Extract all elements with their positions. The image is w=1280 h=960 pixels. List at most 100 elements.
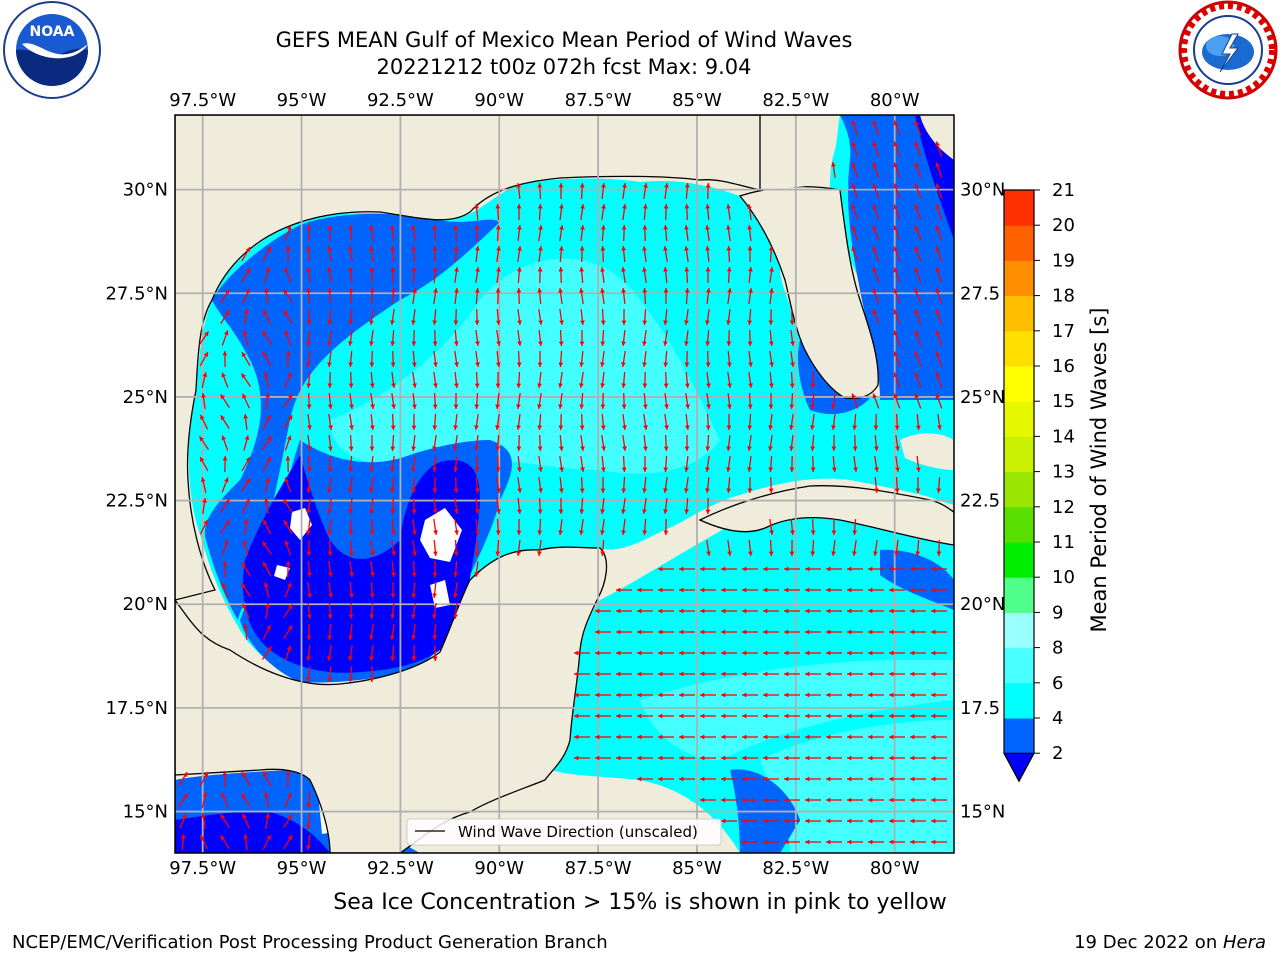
direction-arrowhead (684, 383, 690, 388)
direction-arrowhead (768, 446, 773, 451)
direction-arrowhead (935, 351, 941, 357)
lon-labels-bottom: 97.5°W 95°W 92.5°W 90°W 87.5°W 85°W 82.5°W 80°W (169, 858, 920, 879)
direction-arrowhead (663, 246, 668, 251)
direction-arrowhead (495, 551, 501, 556)
direction-arrowhead (742, 713, 747, 719)
direction-arrowhead (847, 755, 852, 761)
direction-arrowhead (663, 488, 668, 493)
direction-arrowhead (412, 404, 417, 409)
direction-arrowhead (453, 593, 458, 598)
legend-label: Wind Wave Direction (unscaled) (458, 823, 698, 841)
direction-arrowhead (600, 488, 606, 493)
direction-arrowhead (873, 446, 879, 451)
direction-arrowhead (915, 551, 921, 556)
direction-arrowhead (789, 383, 795, 388)
direction-arrowhead (826, 629, 831, 635)
direction-arrowhead (685, 425, 690, 430)
direction-arrowhead (245, 457, 251, 463)
direction-arrowhead (935, 246, 941, 252)
direction-arrowhead (810, 404, 815, 409)
direction-arrowhead (664, 183, 669, 188)
direction-arrowhead (516, 362, 522, 367)
direction-arrowhead (475, 267, 480, 272)
direction-arrowhead (327, 225, 333, 230)
direction-arrowhead (621, 225, 627, 230)
direction-arrowhead (851, 393, 857, 399)
direction-arrowhead (700, 587, 705, 593)
direction-arrowhead (684, 225, 689, 230)
noaa-logo: NOAA (3, 1, 101, 99)
direction-arrowhead (889, 692, 894, 698)
direction-arrowhead (203, 352, 208, 358)
direction-arrowhead (516, 530, 522, 535)
direction-arrowhead (242, 540, 248, 546)
direction-arrowhead (931, 818, 936, 824)
direction-arrowhead (243, 519, 249, 524)
direction-arrowhead (306, 246, 312, 251)
direction-arrowhead (200, 457, 205, 463)
direction-arrowhead (893, 288, 899, 294)
direction-arrowhead (241, 352, 247, 358)
direction-arrowhead (411, 425, 417, 430)
direction-arrowhead (831, 404, 836, 409)
direction-arrowhead (868, 797, 873, 803)
direction-arrowhead (433, 530, 438, 535)
direction-arrowhead (412, 530, 417, 535)
direction-arrowhead (747, 204, 752, 209)
direction-arrowhead (412, 383, 417, 388)
direction-arrowhead (202, 498, 207, 503)
direction-arrowhead (348, 635, 353, 640)
direction-arrowhead (935, 309, 941, 315)
direction-arrowhead (910, 776, 915, 782)
direction-arrowhead (538, 320, 543, 325)
direction-arrowhead (266, 457, 271, 463)
direction-arrowhead (242, 603, 247, 609)
direction-arrowhead (658, 608, 663, 614)
direction-arrowhead (495, 204, 501, 209)
direction-arrowhead (768, 467, 774, 472)
direction-arrowhead (726, 267, 732, 272)
direction-arrowhead (412, 288, 417, 293)
direction-arrowhead (306, 656, 311, 661)
direction-arrowhead (742, 692, 747, 698)
direction-arrowhead (642, 383, 648, 388)
direction-arrowhead (784, 755, 789, 761)
colorbar-under-extension (1003, 752, 1035, 783)
direction-arrowhead (287, 625, 293, 631)
direction-arrowhead (663, 467, 669, 472)
direction-arrowhead (306, 288, 311, 293)
direction-arrowhead (495, 446, 501, 451)
direction-arrowhead (517, 225, 522, 230)
direction-arrowhead (243, 414, 249, 419)
direction-arrowhead (600, 425, 606, 430)
direction-arrowhead (873, 488, 879, 493)
direction-arrowhead (327, 635, 333, 640)
direction-arrowhead (721, 755, 726, 761)
direction-arrowhead (369, 225, 374, 230)
direction-arrowhead (643, 446, 648, 451)
direction-arrowhead (306, 267, 311, 272)
direction-arrowhead (453, 614, 458, 619)
direction-arrowhead (784, 671, 789, 677)
colorbar-tick-label: 17 (1052, 321, 1075, 342)
lat-labels-right: 30°N 27.5 25°N 22.5 20°N 17.5 15°N (960, 180, 1005, 823)
lon-tick-label: 90°W (474, 90, 524, 111)
direction-arrowhead (684, 183, 690, 188)
direction-arrowhead (664, 404, 669, 409)
direction-arrowhead (600, 225, 606, 230)
direction-arrowhead (910, 566, 915, 572)
direction-arrowhead (180, 834, 186, 839)
direction-arrowhead (348, 246, 353, 251)
direction-arrowhead (784, 734, 789, 740)
direction-arrowhead (369, 362, 375, 367)
direction-arrowhead (579, 404, 585, 409)
direction-arrowhead (600, 551, 606, 556)
direction-arrowhead (700, 755, 705, 761)
direction-arrowhead (893, 162, 899, 168)
direction-arrowhead (220, 394, 226, 400)
lon-tick-label: 87.5°W (565, 90, 632, 111)
direction-arrowhead (474, 572, 479, 577)
direction-arrowhead (642, 362, 647, 367)
direction-arrowhead (328, 572, 333, 577)
direction-arrowhead (370, 425, 375, 430)
